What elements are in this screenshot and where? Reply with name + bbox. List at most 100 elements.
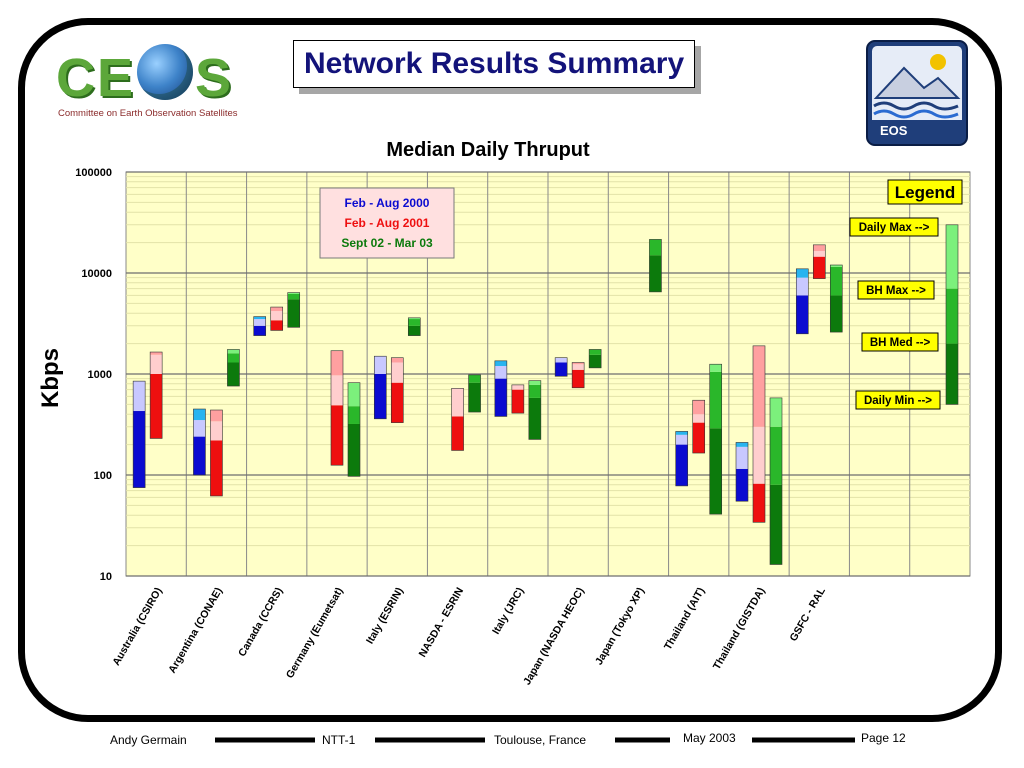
bar-outline (675, 431, 689, 487)
bar-segment-median-to-bhmax (709, 371, 722, 429)
bar-outline (390, 357, 404, 423)
bar-segment-min-to-median (408, 325, 421, 336)
range-bar (675, 431, 689, 487)
bar-outline (330, 350, 344, 466)
footer-meeting: NTT-1 (316, 733, 362, 747)
footer-location: Toulouse, France (488, 733, 593, 747)
range-bar (468, 374, 481, 413)
bar-segment-min-to-median (150, 374, 163, 439)
bar-segment-median-to-bhmax (692, 414, 705, 423)
bar-segment-median-to-bhmax (348, 406, 360, 424)
ceos-wordmark: CE S (56, 44, 233, 109)
bar-segment-median-to-bhmax (946, 288, 958, 344)
bar-segment-median-to-bhmax (494, 366, 507, 379)
bar-segment-median-to-bhmax (796, 277, 809, 296)
bar-segment-median-to-bhmax (649, 239, 662, 256)
bar-segment-min-to-median (227, 362, 240, 387)
bar-outline (373, 355, 387, 420)
range-bar (132, 380, 146, 488)
bar-segment-min-to-median (210, 440, 223, 496)
range-bar (829, 264, 843, 333)
range-bar (528, 380, 542, 440)
bar-outline (571, 362, 585, 389)
bar-segment-bhmax-to-dailymax (770, 397, 782, 427)
bar-segment-bhmax-to-dailymax (193, 409, 206, 421)
bar-segment-median-to-bhmax (589, 349, 602, 355)
range-bar (451, 388, 464, 451)
bar-segment-bhmax-to-dailymax (253, 316, 266, 320)
bar-segment-bhmax-to-dailymax (753, 345, 765, 427)
footer-date: May 2003 (677, 731, 742, 745)
bar-segment-min-to-median (511, 389, 524, 414)
bar-segment-median-to-bhmax (770, 426, 782, 485)
range-bar (347, 382, 361, 477)
bar-segment-median-to-bhmax (331, 375, 343, 406)
bar-segment-min-to-median (736, 468, 748, 502)
bar-outline (132, 380, 146, 488)
bar-outline (829, 264, 843, 333)
legend-label-box (849, 217, 939, 237)
bar-outline (287, 292, 301, 328)
legend-label: Daily Min --> (864, 395, 932, 407)
bar-segment-bhmax-to-dailymax (150, 352, 163, 355)
bar-segment-bhmax-to-dailymax (675, 431, 688, 435)
y-tick-label: 10 (100, 571, 112, 583)
range-bar (210, 409, 223, 497)
range-bar (330, 350, 344, 466)
bar-outline (528, 380, 542, 440)
range-bar (373, 355, 387, 420)
footer-author: Andy Germain (104, 733, 193, 747)
legend-label-box (855, 390, 941, 410)
bar-segment-min-to-median (528, 397, 541, 440)
bar-outline (735, 442, 749, 502)
bar-segment-min-to-median (494, 378, 507, 417)
range-bar (554, 357, 568, 377)
bar-outline (347, 382, 361, 477)
bar-segment-median-to-bhmax (253, 319, 266, 326)
earth-globe-icon (137, 44, 194, 100)
range-bar (795, 268, 809, 335)
bar-segment-min-to-median (193, 436, 206, 475)
bar-segment-median-to-bhmax (133, 381, 146, 412)
range-bar (649, 239, 662, 293)
bar-segment-bhmax-to-dailymax (796, 268, 809, 278)
bar-segment-bhmax-to-dailymax (946, 224, 958, 289)
bar-segment-bhmax-to-dailymax (494, 360, 507, 367)
bar-segment-median-to-bhmax (227, 353, 240, 363)
logo-letter-s: S (195, 48, 234, 108)
series-key-box (319, 187, 455, 259)
bar-segment-median-to-bhmax (374, 356, 387, 374)
legend-label: Daily Max --> (859, 222, 930, 234)
bar-outline (945, 224, 959, 405)
range-bar (812, 244, 826, 279)
series-key-entry: Feb - Aug 2000 (345, 196, 430, 210)
range-bar (287, 292, 301, 328)
bar-segment-median-to-bhmax (675, 434, 688, 445)
bar-outline (769, 397, 783, 565)
bar-outline (468, 374, 481, 413)
chart-title: Median Daily Thruput (386, 139, 590, 161)
bar-segment-median-to-bhmax (451, 388, 464, 417)
bar-segment-median-to-bhmax (830, 266, 843, 296)
bar-segment-median-to-bhmax (555, 357, 568, 363)
bar-segment-min-to-median (331, 405, 343, 466)
bar-segment-min-to-median (946, 343, 958, 405)
bar-segment-median-to-bhmax (287, 293, 300, 300)
bar-segment-median-to-bhmax (753, 426, 765, 484)
bar-segment-min-to-median (692, 422, 705, 454)
bar-segment-min-to-median (287, 299, 300, 328)
y-tick-label: 1000 (88, 369, 112, 381)
bar-outline (752, 345, 766, 523)
logo-letter-e: E (97, 48, 136, 108)
bar-segment-min-to-median (253, 325, 266, 336)
bar-outline (812, 244, 826, 279)
bar-segment-min-to-median (675, 444, 688, 486)
range-bar (149, 351, 163, 439)
bar-segment-bhmax-to-dailymax (391, 357, 404, 363)
y-tick-label: 100 (94, 470, 112, 482)
bar-segment-min-to-median (649, 255, 662, 292)
bar-segment-bhmax-to-dailymax (331, 350, 343, 376)
bar-segment-bhmax-to-dailymax (692, 400, 705, 415)
bar-segment-min-to-median (451, 416, 464, 451)
